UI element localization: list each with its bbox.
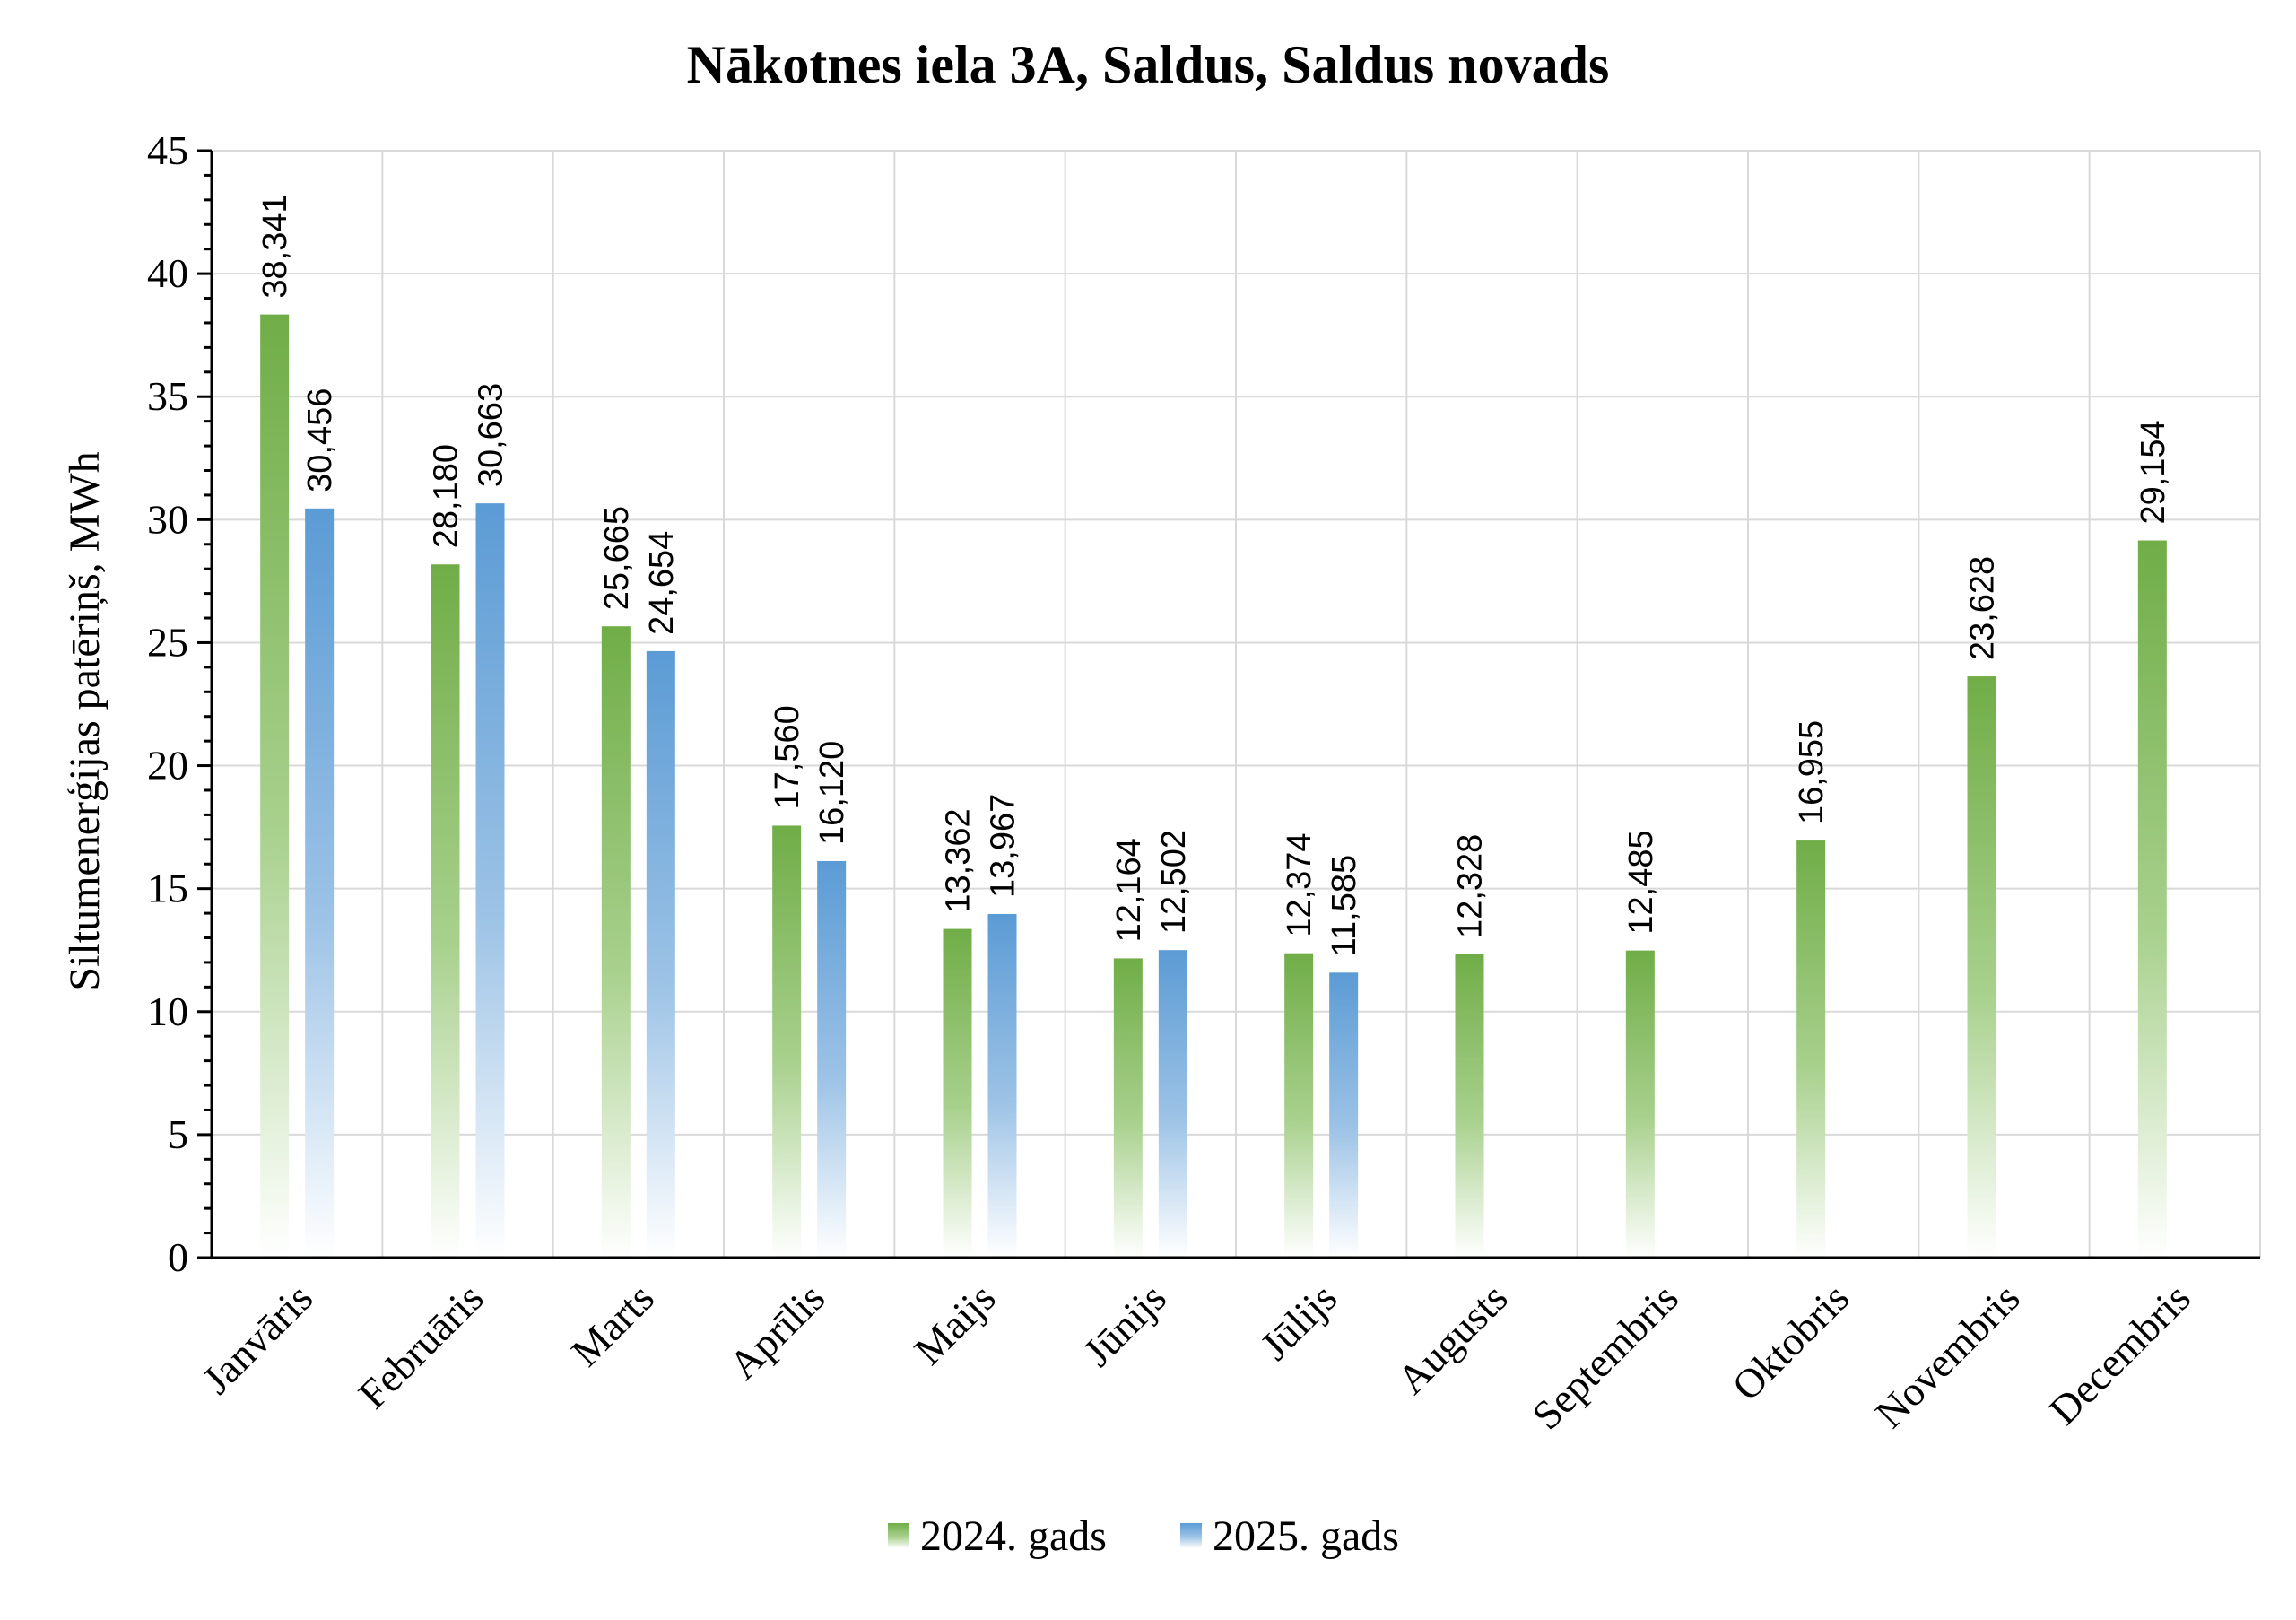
y-tick-label: 5 — [168, 1111, 188, 1157]
data-label: 30,663 — [473, 383, 510, 487]
bar-series-2 — [646, 650, 675, 1258]
data-label: 12,164 — [1110, 838, 1148, 942]
bar-series-2 — [475, 503, 505, 1258]
y-tick-label: 25 — [147, 619, 188, 665]
legend: 2024. gads 2025. gads — [888, 1512, 1399, 1560]
x-tick-labels: Janvāris Februāris Marts Aprīlis Maijs Jūnijs… — [194, 1275, 2199, 1438]
bar-series-1 — [2137, 540, 2167, 1258]
y-tick-labels: 0 5 10 15 20 25 30 35 40 45 — [147, 127, 188, 1280]
data-label: 16,120 — [813, 741, 851, 845]
y-tick-label: 30 — [147, 496, 188, 542]
y-tick-label: 10 — [147, 989, 188, 1034]
bar-series-1 — [1284, 953, 1314, 1258]
data-label: 23,628 — [1964, 556, 2002, 660]
data-label: 17,560 — [769, 705, 806, 809]
legend-label-1: 2024. gads — [920, 1512, 1107, 1560]
data-label: 38,341 — [257, 194, 294, 298]
data-label: 12,485 — [1622, 830, 1660, 934]
x-tick-label: Jūnijs — [1074, 1275, 1175, 1375]
legend-label-2: 2025. gads — [1213, 1512, 1399, 1560]
data-label: 12,328 — [1452, 834, 1490, 938]
y-tick-label: 45 — [147, 127, 188, 173]
y-tick-label: 0 — [168, 1234, 188, 1280]
x-tick-label: Septembris — [1523, 1275, 1686, 1438]
data-label: 12,374 — [1281, 832, 1318, 936]
y-axis-label: Siltumenerģijas patēriņš, MWh — [61, 451, 109, 990]
data-label: 11,585 — [1326, 855, 1363, 956]
data-label: 28,180 — [428, 444, 465, 548]
bar-series-2 — [817, 860, 847, 1258]
chart-title: Nākotnes iela 3A, Saldus, Saldus novads — [687, 35, 1610, 94]
bar-series-1 — [601, 626, 631, 1258]
y-tick-label: 35 — [147, 373, 188, 419]
bar-series-2 — [1158, 950, 1187, 1258]
x-tick-label: Maijs — [905, 1275, 1004, 1373]
bar-series-1 — [260, 314, 290, 1258]
legend-swatch-2 — [1180, 1523, 1202, 1548]
data-label: 13,967 — [985, 794, 1022, 898]
data-label: 13,362 — [940, 808, 978, 912]
data-label: 29,154 — [2135, 420, 2172, 524]
bar-series-1 — [772, 825, 802, 1258]
data-label: 12,502 — [1155, 830, 1193, 934]
x-tick-label: Janvāris — [194, 1275, 322, 1403]
x-tick-label: Oktobris — [1723, 1275, 1857, 1409]
data-label: 24,654 — [643, 531, 681, 635]
grid — [212, 150, 2261, 1258]
y-tick-label: 20 — [147, 743, 188, 788]
y-tick-label: 40 — [147, 250, 188, 296]
bar-series-1 — [1455, 954, 1484, 1258]
bar-series-2 — [305, 508, 335, 1258]
x-tick-label: Novembris — [1866, 1275, 2029, 1437]
axes — [197, 149, 2260, 1259]
x-tick-label: Aprīlis — [720, 1275, 833, 1388]
bar-series-2 — [1329, 972, 1359, 1258]
y-tick-label: 15 — [147, 866, 188, 911]
bar-series-1 — [430, 564, 460, 1258]
x-tick-label: Decembris — [2040, 1275, 2199, 1433]
bars — [260, 314, 2167, 1258]
x-tick-label: Februāris — [350, 1275, 492, 1417]
bar-series-2 — [987, 913, 1017, 1258]
bar-series-1 — [943, 928, 972, 1258]
bar-series-1 — [1625, 950, 1655, 1258]
data-label: 25,665 — [598, 506, 636, 610]
data-label: 16,955 — [1793, 720, 1831, 824]
x-tick-label: Augusts — [1388, 1275, 1517, 1403]
legend-swatch-1 — [888, 1523, 909, 1548]
x-tick-label: Jūlijs — [1251, 1275, 1345, 1369]
x-tick-label: Marts — [562, 1275, 663, 1375]
bar-series-1 — [1796, 840, 1826, 1258]
data-label: 30,456 — [301, 388, 339, 492]
bar-series-1 — [1113, 958, 1143, 1258]
bar-series-1 — [1967, 676, 1996, 1258]
